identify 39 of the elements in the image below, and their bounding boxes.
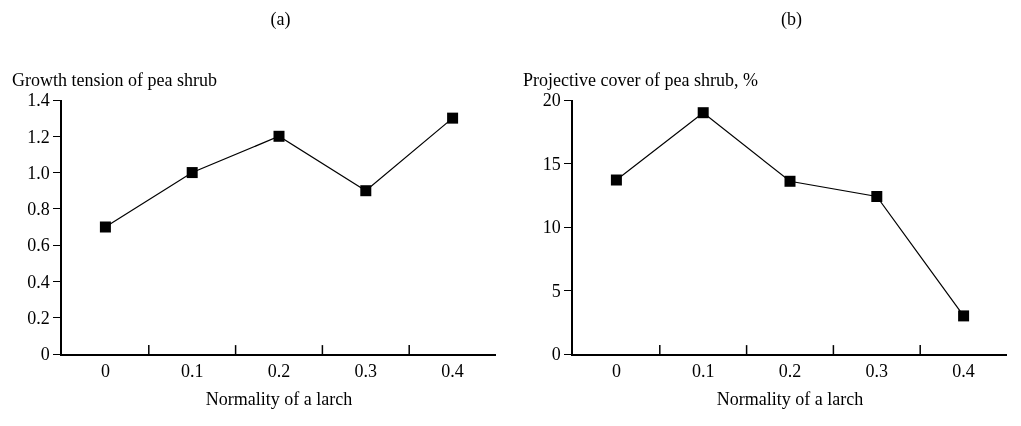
x-tick-label: 0.1 [180, 361, 204, 382]
point [447, 112, 459, 124]
x-tick-label: 0.4 [441, 361, 464, 382]
chart-title: (b) [781, 9, 802, 31]
point [610, 174, 622, 186]
y-tick-label: 0 [551, 344, 561, 365]
y-tick-label: 0.4 [27, 271, 50, 292]
x-tick-label: 0 [611, 361, 621, 382]
point [99, 221, 111, 233]
y-tick-label: 0.6 [27, 235, 50, 256]
x-tick-label: 0.4 [952, 361, 975, 382]
y-tick-label: 0.2 [27, 308, 50, 329]
y-tick-label: 1.4 [27, 90, 50, 111]
x-axis-title: Normality of a larch [716, 388, 864, 409]
y-tick-label: 15 [542, 153, 561, 174]
x-tick-label: 0.3 [865, 361, 889, 382]
x-tick-label: 0.2 [778, 361, 802, 382]
point [784, 175, 796, 187]
y-tick-label: 1.0 [27, 162, 50, 183]
y-tick-label: 1.2 [27, 126, 50, 147]
point [697, 107, 709, 119]
y-tick-label: 10 [542, 217, 561, 238]
x-tick-label: 0.2 [267, 361, 291, 382]
point [871, 191, 883, 203]
y-tick-label: 0.8 [27, 199, 50, 220]
x-tick-label: 0.3 [354, 361, 378, 382]
x-tick-label: 0.1 [691, 361, 715, 382]
y-axis-title: Projective cover of pea shrub, % [523, 70, 758, 90]
point [273, 130, 285, 142]
x-tick-label: 0 [100, 361, 110, 382]
chart-title: (a) [270, 9, 291, 31]
y-tick-label: 5 [551, 280, 561, 301]
point [360, 185, 372, 197]
y-tick-label: 0 [40, 344, 50, 365]
x-axis-title: Normality of a larch [205, 388, 353, 409]
y-tick-label: 20 [542, 90, 561, 111]
point [186, 167, 198, 179]
point [958, 310, 970, 322]
y-axis-title: Growth tension of pea shrub [12, 70, 217, 90]
